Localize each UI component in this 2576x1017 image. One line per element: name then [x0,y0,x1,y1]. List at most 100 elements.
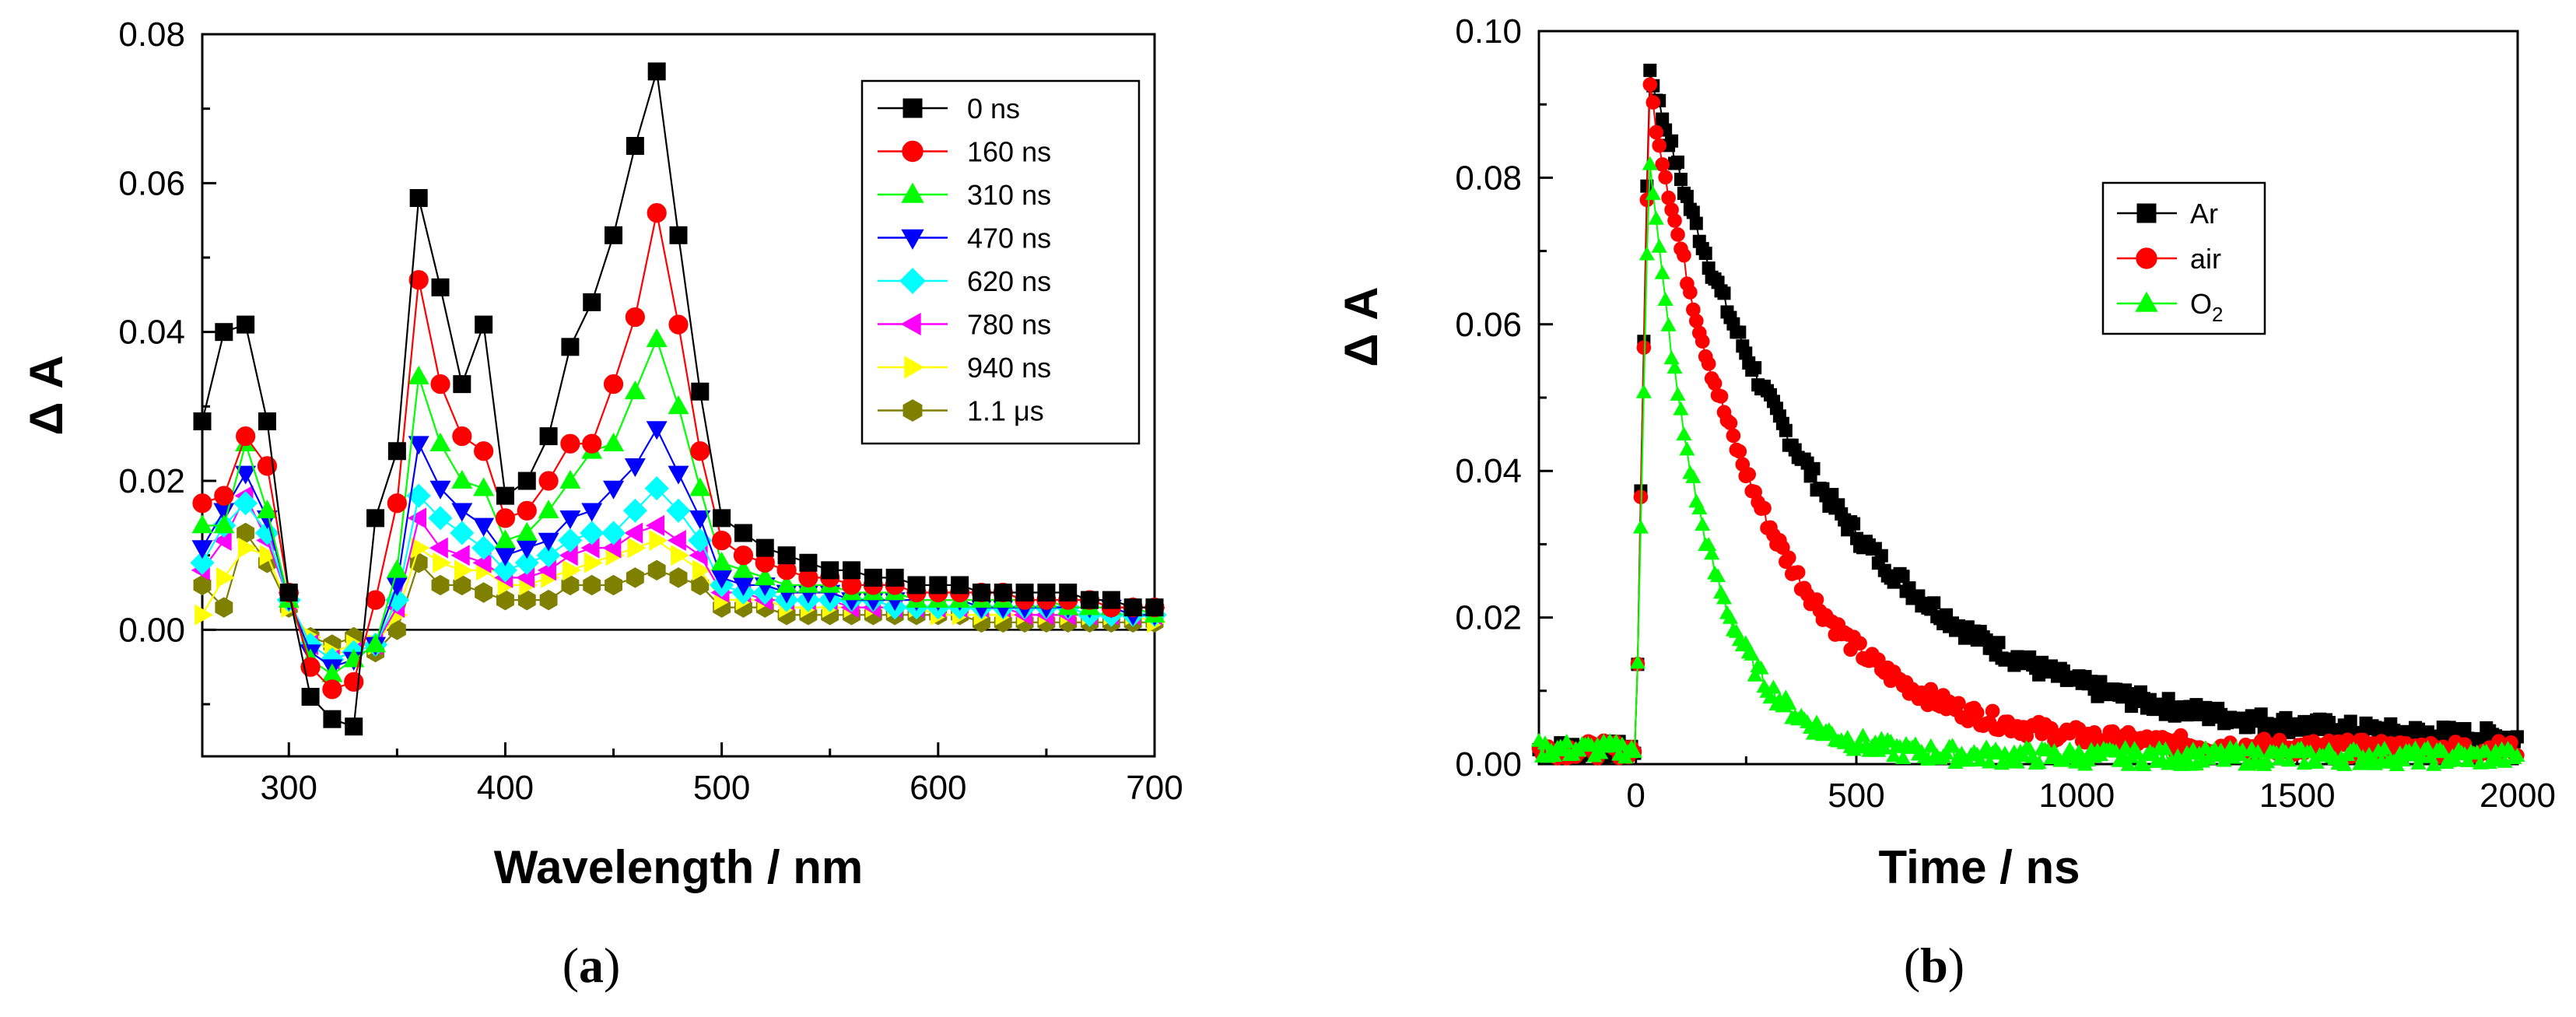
panel-a-legend-item: 160 ns [878,136,1051,168]
panel-b-data-point [1638,246,1655,261]
panel-a-data-point [691,574,710,596]
panel-a-data-point [689,477,711,496]
panel-a-data-point [733,545,754,566]
panel-a-data-point [777,546,796,565]
panel-b-series-2 [1530,156,2525,772]
panel-b-data-point [1655,157,1670,172]
panel-b-data-point [1660,317,1677,331]
panel-a-data-point [473,477,495,496]
panel-a-legend-label: 940 ns [967,352,1051,384]
panel-b-x-tick-label: 1000 [2038,777,2115,815]
panel-b-data-point [2250,744,2266,759]
panel-b-data-point [1972,752,1989,767]
panel-a-data-point [538,532,559,552]
panel-a-data-point [584,552,603,573]
panel-a-data-point [475,315,493,334]
panel-b-data-point [1701,356,1716,371]
panel-a-data-point [409,552,428,573]
panel-a-data-point [453,375,471,394]
panel-b-data-point [1726,428,1741,444]
panel-a-x-axis-title: Wavelength / nm [494,841,864,893]
panel-a-data-point [647,559,666,581]
panel-a-data-point [323,710,342,728]
panel-a-data-point [843,561,861,580]
panel-a-data-point [517,589,536,611]
panel-b-data-point [2120,756,2136,771]
panel-b-data-point [1896,570,1910,584]
panel-a-data-point [583,293,601,311]
panel-a-data-point [689,510,711,530]
panel-a-legend-item: 620 ns [878,265,1051,297]
panel-b-chart: 0 500 1000 1500 2000 0.00 0.02 0.04 0.06 0.08 0.10… [1335,12,2556,893]
panel-b-data-point [1671,155,1684,169]
panel-b-data-point [2280,752,2297,767]
panel-a-data-point [603,374,624,395]
panel-b-data-point [1790,565,1806,580]
panel-a-data-point [646,328,668,348]
panel-b-data-point [1710,568,1726,583]
panel-b-data-point [1704,545,1720,560]
panel-a-data-point [514,550,539,575]
panel-b-data-point [1895,750,1912,765]
panel-a-data-point [821,561,839,580]
panel-a-data-point [387,442,406,461]
panel-a-data-point [754,566,776,586]
panel-a-legend-marker [902,140,924,163]
panel-a-data-point [667,530,686,552]
panel-a-data-point [1015,584,1034,602]
panel-b-data-point [1781,696,1797,710]
panel-a-data-point [387,493,407,514]
panel-b-data-point [1907,736,1923,751]
panel-a-data-point [972,584,990,602]
panel-b-data-point [2426,756,2442,771]
panel-b-legend-label-subscript: 2 [2212,303,2223,326]
panel-b-data-point [1807,461,1821,475]
panel-b-data-point [2129,745,2146,760]
panel-b-data-point [1874,549,1888,563]
panel-a-data-point [1102,591,1120,609]
panel-b-data-point [2407,740,2424,755]
panel-a-data-point [429,480,451,500]
panel-a-data-point [645,514,665,536]
panel-a-data-point [713,509,731,528]
panel-b-legend-marker [2135,291,2158,312]
panel-b-legend-marker [2136,247,2157,269]
panel-a-data-point [626,137,644,156]
panel-b-data-point [1732,444,1747,459]
panel-a-data-point [430,374,450,395]
panel-a-data-point [864,568,882,587]
panel-b-label-open: ( [1904,938,1920,993]
panel-a-data-point [605,574,623,596]
panel-b-data-point [1753,660,1769,675]
panel-a-data-point [408,365,429,384]
panel-a-data-point [539,589,558,611]
panel-a-data-point [647,62,666,81]
panel-a-legend-marker [901,229,924,250]
panel-b-legend-label: O2 [2190,288,2223,326]
panel-b-data-point [1741,467,1757,482]
panel-a-y-tick-label: 0.04 [118,314,185,352]
panel-b-data-point [1713,389,1729,404]
panel-a-data-point [582,433,602,454]
panel-a-data-point [193,574,212,596]
panel-b-data-point [1855,728,1871,742]
panel-a-data-point [559,510,581,530]
panel-a-data-point [517,500,537,521]
panel-b-data-point [2343,714,2357,728]
panel-b-y-tick-label: 0.02 [1455,599,1522,637]
panel-a-data-point [711,552,733,571]
panel-a-data-point [279,584,298,602]
panel-a-data-point [429,537,448,559]
panel-b-data-point [2259,754,2276,769]
panel-b-data-point [2459,752,2476,767]
panel-a-legend-item: 470 ns [878,223,1051,254]
panel-b-x-tick-label: 1500 [2259,777,2336,815]
panel-b-legend-label: Ar [2190,198,2218,230]
panel-b-data-point [1636,340,1652,355]
panel-a-data-point [496,589,514,611]
panel-a-data-point [929,576,948,594]
panel-a-data-point [365,633,387,653]
panel-a-data-point [669,567,688,588]
panel-a-data-point [622,498,647,523]
